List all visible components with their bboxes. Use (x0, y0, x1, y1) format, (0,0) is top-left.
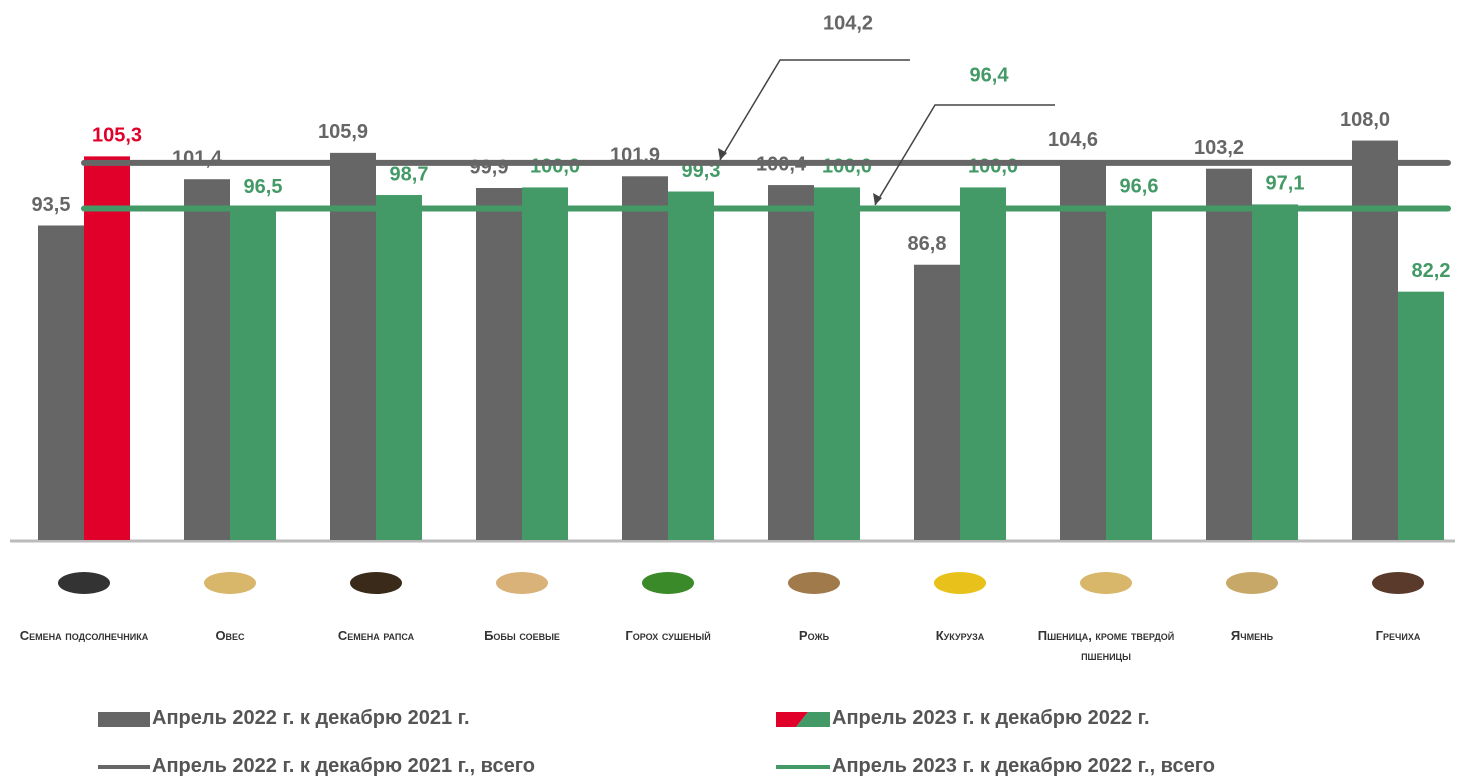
x-tick-label: Овес (215, 628, 245, 643)
value-label: 98,7 (390, 163, 429, 185)
value-label: 96,5 (244, 176, 283, 198)
bar (84, 156, 130, 540)
legend-label: Апрель 2023 г. к декабрю 2022 г., всего (832, 755, 1216, 777)
bar (522, 187, 568, 541)
bar (230, 207, 276, 540)
callout-arrow (718, 148, 727, 160)
x-tick-label: Ячмень (1230, 628, 1274, 643)
value-label: 108,0 (1340, 109, 1390, 131)
value-label: 97,1 (1266, 173, 1305, 195)
value-label: 100,0 (530, 156, 580, 178)
legend-swatch (776, 712, 808, 727)
bar (668, 191, 714, 540)
x-tick-label: Рожь (798, 628, 830, 643)
category-icon (788, 572, 840, 594)
value-label: 86,8 (908, 233, 947, 255)
bar (1060, 160, 1106, 540)
legend-label: Апрель 2023 г. к декабрю 2022 г. (832, 707, 1150, 729)
bar (376, 195, 422, 540)
value-label: 93,5 (32, 194, 71, 216)
category-icon (1080, 572, 1132, 594)
bar (1206, 168, 1252, 540)
bar (1398, 291, 1444, 540)
category-icon (350, 572, 402, 594)
callout-line (719, 59, 910, 161)
bar (184, 179, 230, 540)
value-label: 100,0 (968, 156, 1018, 178)
x-tick-label: Семена подсолнечника (19, 628, 149, 643)
total-label: 96,4 (970, 64, 1010, 86)
category-icon (204, 572, 256, 594)
bar (1352, 140, 1398, 540)
value-label: 105,9 (318, 121, 368, 143)
category-icon (496, 572, 548, 594)
bar (330, 152, 376, 540)
bar (1252, 204, 1298, 540)
value-label: 101,4 (172, 148, 223, 170)
value-label: 99,9 (470, 156, 509, 178)
bar (768, 185, 814, 540)
category-icon (934, 572, 986, 594)
x-tick-label: Пшеница, кроме твердой пшеницы (1037, 628, 1175, 663)
legend-label: Апрель 2022 г. к декабрю 2021 г. (152, 707, 470, 729)
legend-swatch (796, 712, 830, 727)
category-icon (1226, 572, 1278, 594)
x-tick-label: Горох сушеный (625, 628, 711, 643)
bar (622, 176, 668, 540)
x-tick-label: Кукуруза (935, 628, 985, 643)
value-label: 96,6 (1120, 176, 1159, 198)
bar (960, 187, 1006, 541)
x-tick-label: Гречиха (1375, 628, 1421, 643)
category-icon (58, 572, 110, 594)
value-label: 104,6 (1048, 129, 1098, 151)
value-label: 82,2 (1412, 260, 1451, 282)
bar (814, 187, 860, 541)
total-label: 104,2 (823, 12, 873, 34)
bar (476, 188, 522, 540)
bar (1106, 207, 1152, 540)
x-tick-label: Бобы соевые (484, 628, 560, 643)
value-label: 105,3 (92, 125, 142, 147)
callout-line (874, 104, 1055, 206)
callout-arrow (873, 193, 882, 205)
category-icon (1372, 572, 1424, 594)
x-tick-label: Семена рапса (337, 628, 415, 643)
bar (914, 264, 960, 540)
category-icon (642, 572, 694, 594)
value-label: 103,2 (1194, 137, 1244, 159)
value-label: 100,0 (822, 156, 872, 178)
legend-swatch (98, 712, 150, 727)
bar (38, 225, 84, 540)
legend-label: Апрель 2022 г. к декабрю 2021 г., всего (152, 755, 536, 777)
